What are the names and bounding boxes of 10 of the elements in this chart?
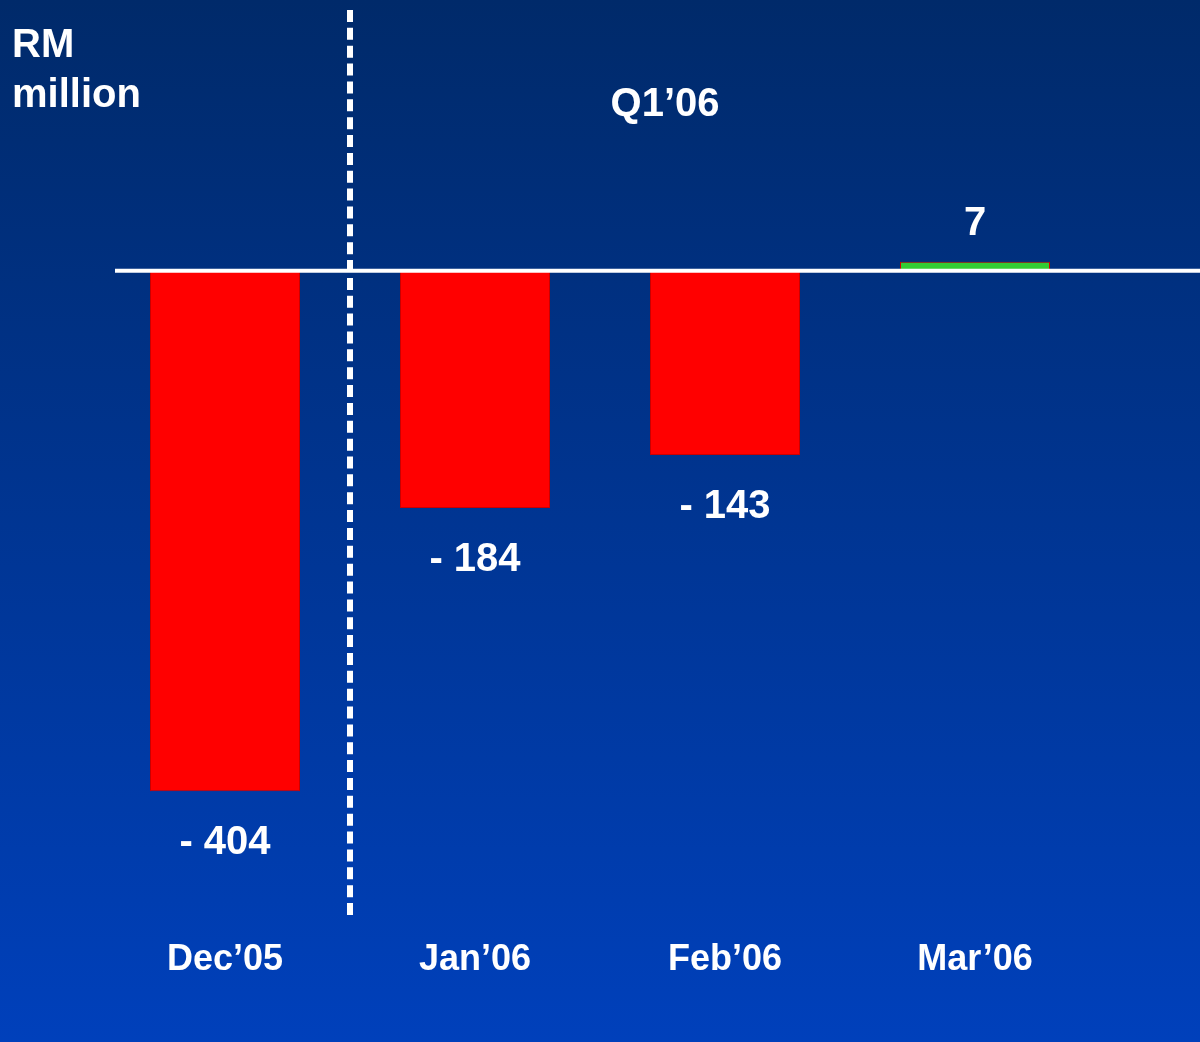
data-label: - 143: [679, 482, 771, 527]
y-axis-title: RM million: [12, 20, 142, 117]
x-tick-label: Jan’06: [418, 937, 532, 979]
x-tick-label: Feb’06: [667, 937, 783, 979]
x-tick-label: Dec’05: [166, 937, 284, 979]
data-label: - 184: [429, 534, 522, 579]
data-label: - 404: [179, 818, 272, 863]
text: Q1’06: [609, 80, 721, 125]
data-label: 7: [963, 198, 987, 243]
x-tick-label: Mar’06: [917, 937, 1033, 979]
